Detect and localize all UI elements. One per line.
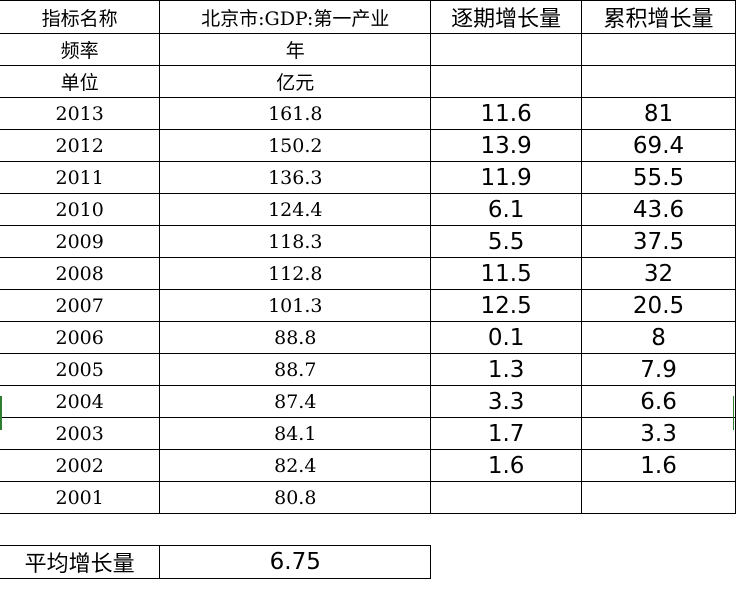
cell-period-growth[interactable]: 0.1 [430,321,583,354]
cell-gdp[interactable]: 161.8 [159,97,432,130]
cell-year[interactable]: 2005 [0,353,161,386]
table-row: 2003 84.1 1.7 3.3 [0,417,736,450]
cell-year[interactable]: 2006 [0,321,161,354]
table-row: 2004 87.4 3.3 6.6 [0,385,736,418]
cell-cumulative-growth[interactable]: 1.6 [581,449,736,482]
cell-header-period-growth[interactable]: 逐期增长量 [430,0,583,34]
cell-cumulative-growth[interactable]: 6.6 [581,385,736,418]
cell-period-growth[interactable] [430,481,583,514]
summary-row: 平均增长量 6.75 [0,545,736,579]
cell-period-growth[interactable]: 6.1 [430,193,583,226]
table-row: 2010 124.4 6.1 43.6 [0,193,736,226]
cell-empty[interactable] [431,514,582,546]
cell-header-indicator-label[interactable]: 指标名称 [0,0,161,34]
cell-year[interactable]: 2003 [0,417,161,450]
cell-period-growth[interactable]: 1.6 [430,449,583,482]
cell-period-growth[interactable]: 1.3 [430,353,583,386]
table-row: 2007 101.3 12.5 20.5 [0,289,736,322]
cell-period-growth[interactable]: 11.9 [430,161,583,194]
cell-gdp[interactable]: 136.3 [159,161,432,194]
cell-cumulative-growth[interactable]: 20.5 [581,289,736,322]
cell-year[interactable]: 2012 [0,129,161,162]
cell-year[interactable]: 2008 [0,257,161,290]
cell-gdp[interactable]: 87.4 [159,385,432,418]
cell-cumulative-growth[interactable]: 3.3 [581,417,736,450]
cell-year[interactable]: 2007 [0,289,161,322]
cell-cumulative-growth[interactable]: 81 [581,97,736,130]
cell-cumulative-growth[interactable]: 37.5 [581,225,736,258]
table-row: 2009 118.3 5.5 37.5 [0,225,736,258]
cell-cumulative-growth[interactable]: 8 [581,321,736,354]
cell-period-growth[interactable]: 5.5 [430,225,583,258]
cell-gdp[interactable]: 112.8 [159,257,432,290]
cell-cumulative-growth[interactable]: 32 [581,257,736,290]
cell-gdp[interactable]: 88.8 [159,321,432,354]
cell-gdp[interactable]: 118.3 [159,225,432,258]
spreadsheet-grid: 指标名称 北京市:GDP:第一产业 逐期增长量 累积增长量 频率 年 单位 亿元… [0,0,736,579]
cell-empty[interactable] [431,546,582,579]
table-row: 2012 150.2 13.9 69.4 [0,129,736,162]
cell-header-cumulative-growth[interactable]: 累积增长量 [581,0,736,34]
cell-gdp[interactable]: 82.4 [159,449,432,482]
cell-unit-cumulative[interactable] [581,65,736,98]
cell-period-growth[interactable]: 11.6 [430,97,583,130]
cell-empty[interactable] [582,514,736,546]
cell-period-growth[interactable]: 13.9 [430,129,583,162]
header-row-indicator: 指标名称 北京市:GDP:第一产业 逐期增长量 累积增长量 [0,0,736,34]
cell-year[interactable]: 2001 [0,481,161,514]
cell-average-growth-label[interactable]: 平均增长量 [0,545,161,579]
cell-cumulative-growth[interactable]: 7.9 [581,353,736,386]
header-row-unit: 单位 亿元 [0,65,736,98]
cell-empty[interactable] [159,513,431,546]
cell-cumulative-growth[interactable]: 69.4 [581,129,736,162]
cell-year[interactable]: 2013 [0,97,161,130]
cell-frequency-period[interactable] [430,33,583,66]
empty-row [0,513,736,546]
cell-year[interactable]: 2004 [0,385,161,418]
cell-year[interactable]: 2010 [0,193,161,226]
table-row: 2002 82.4 1.6 1.6 [0,449,736,482]
header-row-frequency: 频率 年 [0,33,736,66]
cell-gdp[interactable]: 124.4 [159,193,432,226]
cell-gdp[interactable]: 84.1 [159,417,432,450]
cell-gdp[interactable]: 80.8 [159,481,432,514]
cell-period-growth[interactable]: 12.5 [430,289,583,322]
cell-frequency-label[interactable]: 频率 [0,33,161,66]
cell-year[interactable]: 2011 [0,161,161,194]
cell-cumulative-growth[interactable] [581,481,736,514]
cell-average-growth-value[interactable]: 6.75 [159,545,432,579]
cell-period-growth[interactable]: 1.7 [430,417,583,450]
cell-cumulative-growth[interactable]: 43.6 [581,193,736,226]
cell-year[interactable]: 2009 [0,225,161,258]
table-row: 2005 88.7 1.3 7.9 [0,353,736,386]
cell-year[interactable]: 2002 [0,449,161,482]
table-row: 2001 80.8 [0,481,736,514]
cell-header-series-name[interactable]: 北京市:GDP:第一产业 [159,0,432,34]
table-row: 2006 88.8 0.1 8 [0,321,736,354]
cell-cumulative-growth[interactable]: 55.5 [581,161,736,194]
table-row: 2013 161.8 11.6 81 [0,97,736,130]
cell-frequency-value[interactable]: 年 [159,33,432,66]
cell-period-growth[interactable]: 11.5 [430,257,583,290]
table-row: 2008 112.8 11.5 32 [0,257,736,290]
cell-empty[interactable] [0,513,160,546]
sheet-body: 指标名称 北京市:GDP:第一产业 逐期增长量 累积增长量 频率 年 单位 亿元… [0,0,736,579]
cell-empty[interactable] [582,546,736,579]
cell-unit-label[interactable]: 单位 [0,65,161,98]
cell-gdp[interactable]: 88.7 [159,353,432,386]
table-row: 2011 136.3 11.9 55.5 [0,161,736,194]
cell-gdp[interactable]: 101.3 [159,289,432,322]
cell-unit-value[interactable]: 亿元 [159,65,432,98]
cell-frequency-cumulative[interactable] [581,33,736,66]
cell-unit-period[interactable] [430,65,583,98]
cell-gdp[interactable]: 150.2 [159,129,432,162]
cell-period-growth[interactable]: 3.3 [430,385,583,418]
